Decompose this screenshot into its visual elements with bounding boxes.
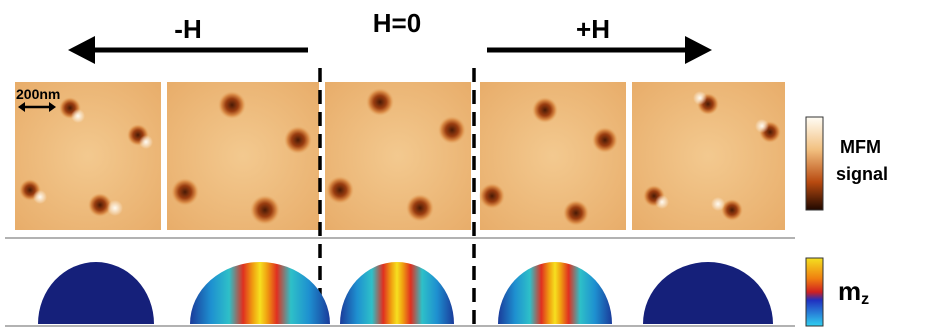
mfm-label: MFM [840,137,881,157]
mz-colorbar [806,258,823,326]
page: -H H=0 +H 200nm [0,0,928,334]
label-plus-h: +H [576,14,610,44]
mz-label: mz [838,276,869,308]
scale-bar: 200nm [16,86,60,112]
label-h-zero: H=0 [373,8,421,38]
figure: -H H=0 +H 200nm [0,0,928,329]
mfm-panels [15,82,785,230]
scale-bar-label: 200nm [16,86,60,102]
mz-subscript: z [861,291,869,308]
mz-symbol: m [838,276,861,306]
mfm-label: signal [836,164,888,184]
mfm-colorbar [806,117,823,210]
label-minus-h: -H [174,14,201,44]
simulation-profiles [38,262,773,324]
